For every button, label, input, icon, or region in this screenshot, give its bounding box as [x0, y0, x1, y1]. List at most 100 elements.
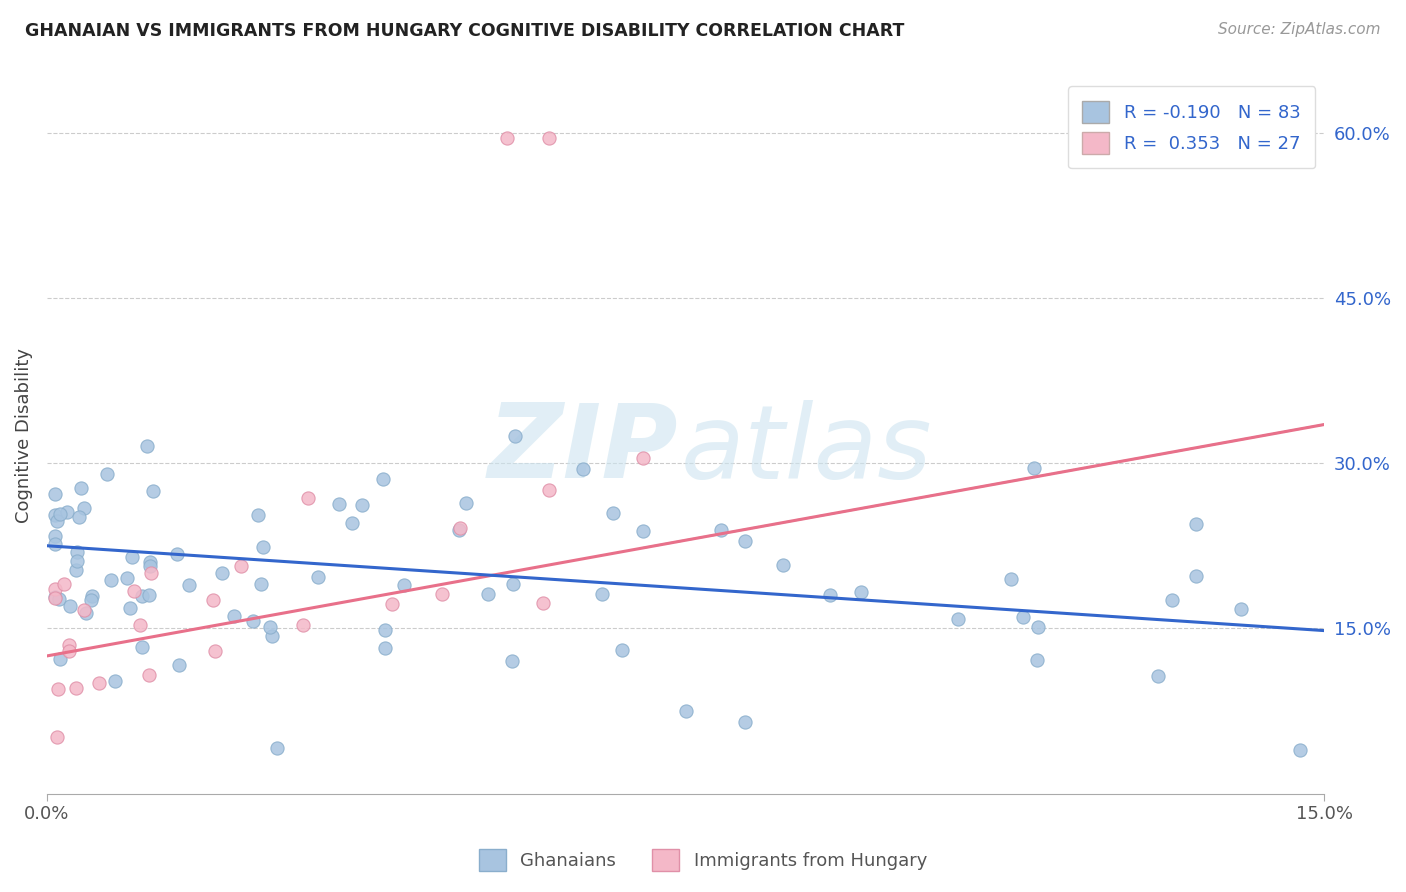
- Point: [373, 624, 395, 638]
- Point: [633, 524, 655, 538]
- Point: [246, 508, 269, 522]
- Point: [49, 508, 72, 522]
- Point: [342, 516, 364, 530]
- Point: [138, 668, 160, 682]
- Point: [352, 498, 374, 512]
- Point: [308, 569, 330, 583]
- Point: [242, 614, 264, 628]
- Point: [131, 590, 153, 604]
- Point: [297, 491, 319, 505]
- Point: [122, 584, 145, 599]
- Point: [710, 523, 733, 537]
- Point: [131, 640, 153, 655]
- Point: [1289, 742, 1312, 756]
- Point: [80, 589, 103, 603]
- Point: [100, 573, 122, 587]
- Point: [1161, 593, 1184, 607]
- Point: [135, 439, 157, 453]
- Point: [631, 451, 654, 466]
- Point: [374, 640, 396, 655]
- Point: [121, 550, 143, 565]
- Point: [229, 559, 252, 574]
- Point: [138, 588, 160, 602]
- Point: [259, 620, 281, 634]
- Point: [96, 467, 118, 482]
- Point: [44, 582, 66, 596]
- Point: [260, 629, 283, 643]
- Point: [818, 588, 841, 602]
- Point: [48, 651, 70, 665]
- Point: [44, 508, 66, 523]
- Point: [58, 643, 80, 657]
- Point: [44, 529, 66, 543]
- Point: [454, 496, 477, 510]
- Point: [201, 592, 224, 607]
- Point: [87, 675, 110, 690]
- Point: [48, 592, 70, 607]
- Point: [252, 541, 274, 555]
- Point: [139, 566, 162, 580]
- Point: [118, 600, 141, 615]
- Point: [55, 505, 77, 519]
- Point: [1000, 572, 1022, 586]
- Point: [46, 515, 69, 529]
- Point: [211, 566, 233, 581]
- Point: [75, 607, 97, 621]
- Point: [1012, 610, 1035, 624]
- Point: [66, 554, 89, 568]
- Point: [44, 590, 66, 604]
- Point: [394, 578, 416, 592]
- Point: [1185, 569, 1208, 583]
- Text: Source: ZipAtlas.com: Source: ZipAtlas.com: [1218, 22, 1381, 37]
- Point: [538, 131, 561, 145]
- Point: [381, 597, 404, 611]
- Point: [115, 571, 138, 585]
- Point: [67, 509, 90, 524]
- Point: [70, 481, 93, 495]
- Point: [73, 500, 96, 515]
- Point: [179, 577, 201, 591]
- Point: [138, 555, 160, 569]
- Point: [591, 587, 613, 601]
- Point: [44, 537, 66, 551]
- Point: [447, 523, 470, 537]
- Point: [477, 587, 499, 601]
- Point: [104, 673, 127, 688]
- Point: [849, 584, 872, 599]
- Point: [66, 544, 89, 558]
- Point: [432, 587, 454, 601]
- Point: [502, 577, 524, 591]
- Y-axis label: Cognitive Disability: Cognitive Disability: [15, 348, 32, 523]
- Point: [166, 548, 188, 562]
- Text: GHANAIAN VS IMMIGRANTS FROM HUNGARY COGNITIVE DISABILITY CORRELATION CHART: GHANAIAN VS IMMIGRANTS FROM HUNGARY COGN…: [25, 22, 904, 40]
- Point: [495, 131, 517, 145]
- Legend: R = -0.190   N = 83, R =  0.353   N = 27: R = -0.190 N = 83, R = 0.353 N = 27: [1069, 87, 1315, 169]
- Legend: Ghanaians, Immigrants from Hungary: Ghanaians, Immigrants from Hungary: [471, 842, 935, 879]
- Point: [65, 563, 87, 577]
- Point: [503, 428, 526, 442]
- Point: [1022, 460, 1045, 475]
- Point: [946, 612, 969, 626]
- Point: [772, 558, 794, 572]
- Point: [1025, 653, 1047, 667]
- Point: [44, 487, 66, 501]
- Point: [80, 593, 103, 607]
- Point: [46, 682, 69, 697]
- Point: [142, 483, 165, 498]
- Point: [1185, 516, 1208, 531]
- Point: [602, 506, 624, 520]
- Point: [610, 642, 633, 657]
- Point: [52, 576, 75, 591]
- Point: [734, 714, 756, 729]
- Point: [1147, 668, 1170, 682]
- Point: [204, 643, 226, 657]
- Point: [449, 521, 471, 535]
- Point: [167, 657, 190, 672]
- Point: [501, 654, 523, 668]
- Point: [1229, 602, 1251, 616]
- Point: [734, 534, 756, 549]
- Text: ZIP: ZIP: [488, 400, 679, 500]
- Point: [129, 618, 152, 632]
- Point: [675, 704, 697, 718]
- Point: [531, 596, 554, 610]
